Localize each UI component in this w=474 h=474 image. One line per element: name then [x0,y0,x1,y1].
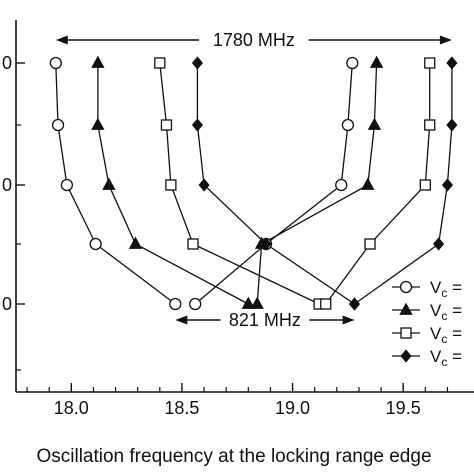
triangle-marker [367,117,382,130]
series-3-left-branch [159,62,320,305]
triangle-marker [369,55,384,68]
circle-marker [51,118,65,132]
y-tick-label: 0 [2,294,12,314]
circle-marker [89,237,102,251]
square-marker [320,298,332,310]
arrow-head [439,35,452,45]
circle-marker [49,56,62,70]
square-marker [165,179,177,191]
square-marker [187,238,199,250]
square-marker [400,327,412,339]
series-lines [55,62,453,305]
diamond-marker [433,237,445,251]
diamond-marker [400,349,412,363]
annotations: 1780 MHz 821 MHz [55,30,452,330]
triangle-marker [250,296,264,309]
diamond-marker [349,297,361,311]
x-tick-label: 18.0 [54,398,89,418]
annotation-label: 1780 MHz [213,30,295,50]
triangle-marker [91,55,105,68]
series-1-right-branch [194,62,353,305]
series-markers [49,55,458,311]
x-tick-label: 19.5 [386,398,421,418]
square-marker [424,119,436,131]
legend-label: Vc = [430,324,462,346]
circle-marker [335,178,348,192]
legend: Vc =Vc =Vc =Vc = [392,278,462,369]
series-4-left-branch [196,63,355,305]
y-tick-label: 0 [2,175,12,195]
x-tick-label: 18.5 [164,398,199,418]
legend-label: Vc = [430,278,462,300]
diamond-marker [446,118,458,132]
triangle-marker [241,296,255,309]
circle-marker [60,178,74,192]
series-2-right-branch [256,62,378,305]
diamond-marker [260,237,272,251]
square-marker [419,179,431,191]
x-tick-label: 19.0 [275,398,310,418]
triangle-marker [399,302,413,315]
arrow-head [342,315,355,325]
circle-marker [189,297,202,311]
x-axis-label: Oscillation frequency at the locking ran… [36,446,431,467]
diamond-marker [191,118,203,132]
axes [15,20,474,393]
square-marker [364,238,376,250]
circle-marker [346,56,359,70]
diamond-marker [191,56,203,70]
circle-marker [399,280,413,294]
arrow-head [175,315,188,325]
annotation-label: 821 MHz [229,310,301,330]
series-1-left-branch [55,62,176,305]
diamond-marker [446,56,458,70]
square-marker [424,57,436,69]
triangle-marker [128,236,143,249]
y-tick-label: 0 [2,53,12,73]
legend-label: Vc = [430,347,462,369]
arrow-head [55,35,68,45]
circle-marker [169,297,182,311]
square-marker [160,119,173,131]
triangle-marker [91,117,105,130]
diamond-marker [441,178,453,192]
triangle-marker [102,177,116,190]
circle-marker [341,118,355,132]
diamond-marker [198,178,210,192]
legend-label: Vc = [430,301,462,323]
ticks: 18.0 18.5 19.0 19.5 0 0 0 [2,53,449,418]
square-marker [154,57,166,69]
triangle-marker [361,177,375,190]
